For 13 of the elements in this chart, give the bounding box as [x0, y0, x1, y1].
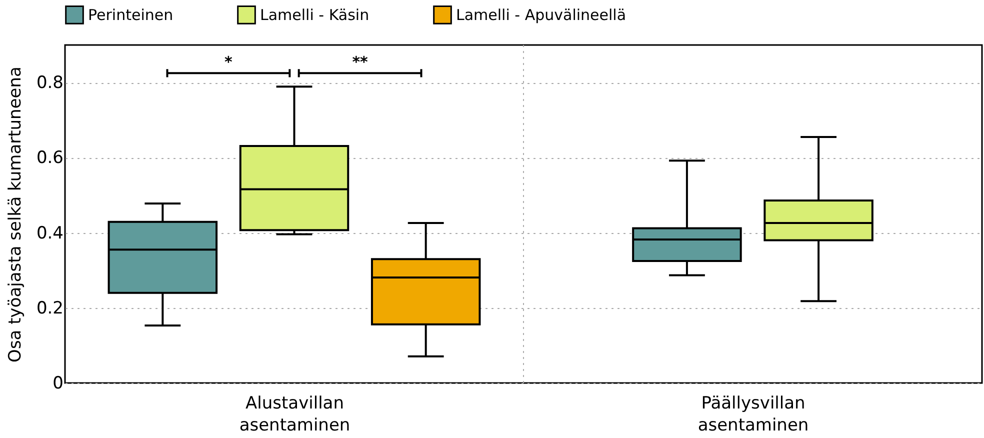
y-tick-label: 0.8 [36, 73, 64, 94]
x-tick-label: Päällysvillan asentaminen [698, 394, 809, 436]
legend-label: Lamelli - Käsin [260, 6, 370, 24]
y-axis-title: Osa työajasta selkä kumartuneena [5, 66, 26, 362]
y-tick-label: 0.2 [36, 298, 64, 318]
x-tick-label: Alustavillan asentaminen [239, 394, 350, 436]
annotation: * [224, 53, 233, 72]
y-tick-label: 0.4 [36, 223, 64, 244]
annotation: ** [352, 53, 368, 72]
legend-label: Lamelli - Apuvälineellä [456, 6, 626, 24]
y-tick-label: 0.6 [36, 148, 64, 168]
legend-label: Perinteinen [88, 6, 174, 24]
y-tick-label: 0 [52, 374, 64, 394]
